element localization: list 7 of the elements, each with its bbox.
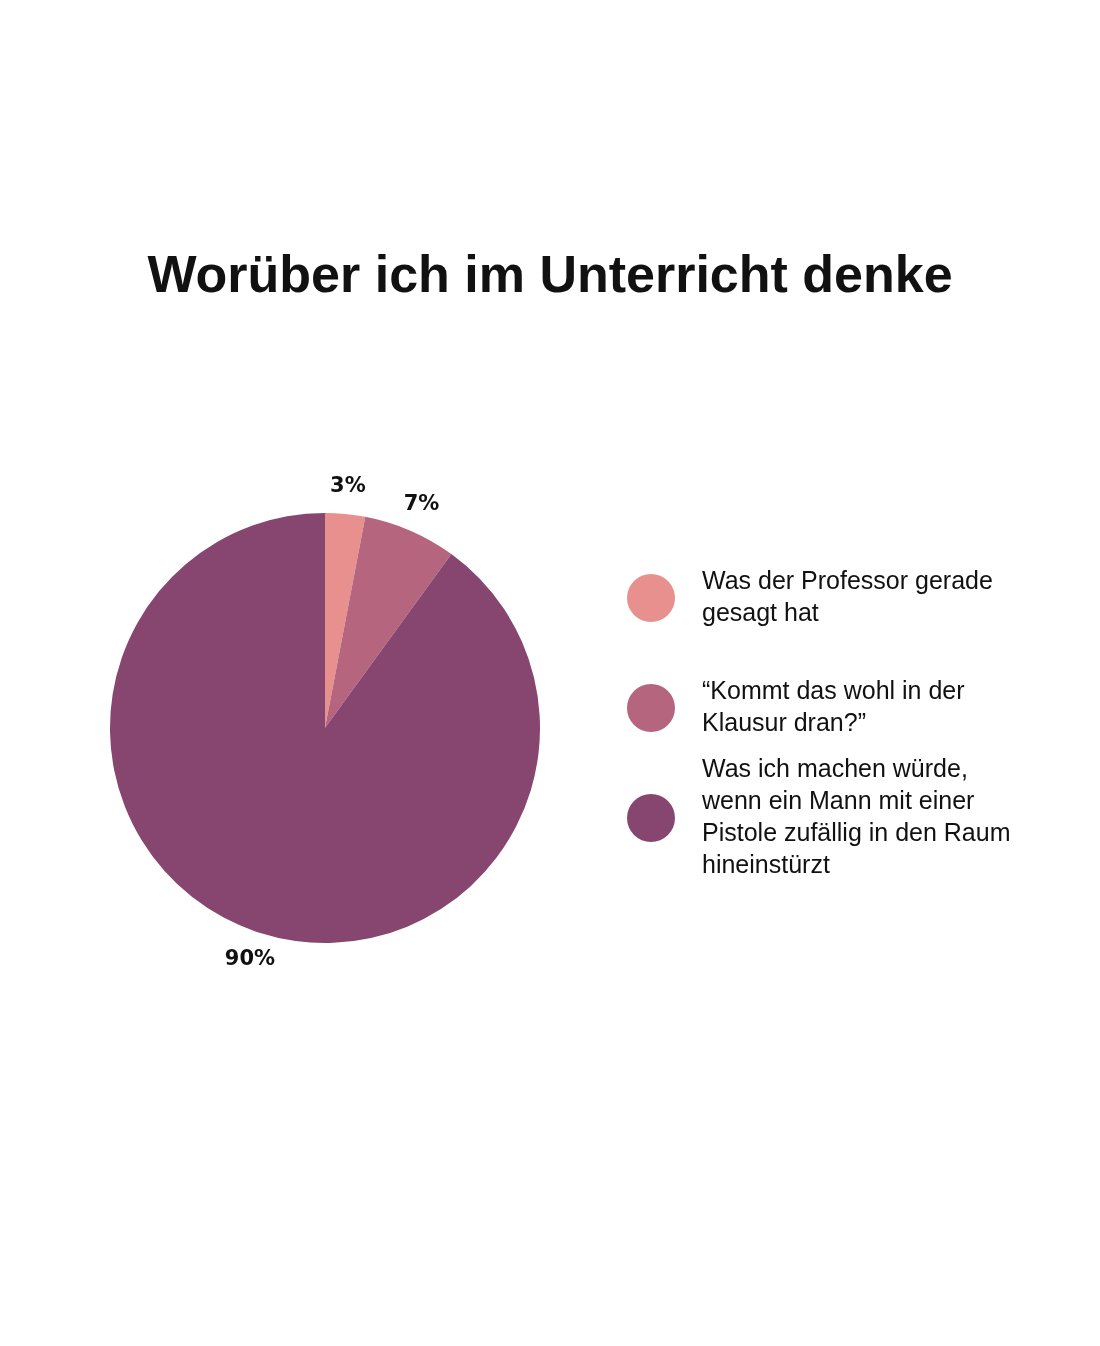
- legend-label: Was ich machen würde, wenn ein Mann mit einer Pistole zufällig in den Raum hineinstürzt: [701, 753, 1011, 878]
- chart-title: Worüber ich im Unterricht denke: [147, 245, 953, 304]
- data-label: 90%: [224, 945, 276, 970]
- legend-label: Was der Professor gerade gesagt hat: [702, 565, 993, 626]
- data-label: 7%: [403, 491, 440, 516]
- data-label: 3%: [330, 472, 366, 497]
- legend-label: “Kommt das wohl in der Klausur dran?”: [702, 675, 965, 736]
